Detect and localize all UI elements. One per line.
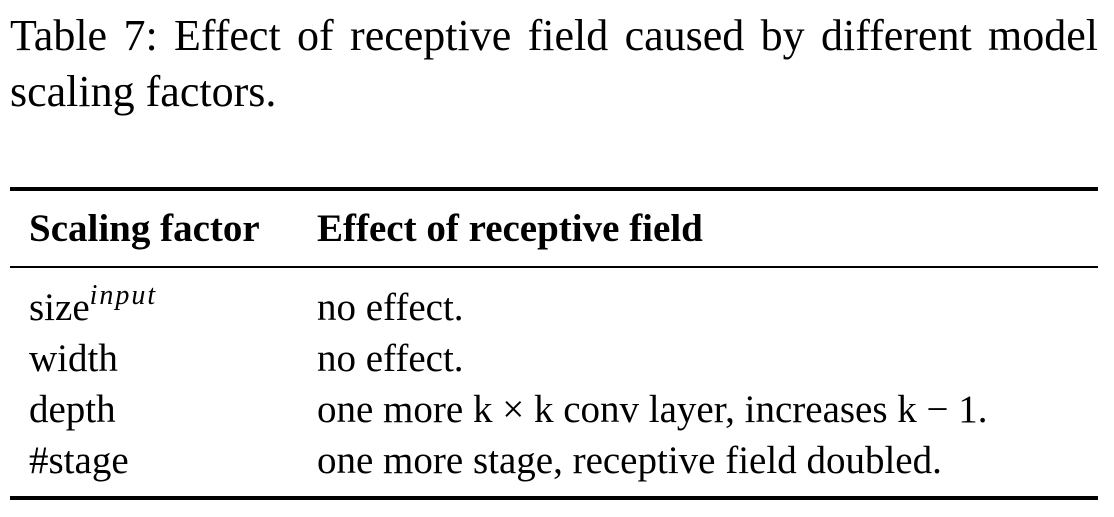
- table-row: width no effect.: [0, 333, 1114, 384]
- table-row: #stage one more stage, receptive field d…: [0, 435, 1114, 486]
- table-top-rule: [10, 187, 1098, 191]
- effect-cell: one more stage, receptive field doubled.: [317, 439, 942, 482]
- header-effect-of-receptive-field: Effect of receptive field: [317, 207, 703, 250]
- table-row: depth one more k × k conv layer, increas…: [0, 384, 1114, 435]
- header-scaling-factor: Scaling factor: [29, 207, 260, 250]
- table-header-rule: [10, 266, 1098, 268]
- table-bottom-rule: [10, 496, 1098, 500]
- table-row: sizeinput no effect.: [0, 282, 1114, 333]
- factor-text: size: [29, 286, 90, 329]
- table-caption: Table 7: Effect of receptive field cause…: [10, 11, 1098, 116]
- effect-cell: one more k × k conv layer, increases k −…: [317, 388, 988, 431]
- scaling-factor-cell: width: [29, 337, 118, 380]
- effect-cell: no effect.: [317, 286, 464, 329]
- factor-superscript: input: [89, 280, 158, 311]
- scaling-factor-cell: depth: [29, 388, 116, 431]
- scaling-factor-cell: #stage: [29, 439, 129, 482]
- scaling-factor-cell: sizeinput: [29, 282, 157, 333]
- effect-cell: no effect.: [317, 337, 464, 380]
